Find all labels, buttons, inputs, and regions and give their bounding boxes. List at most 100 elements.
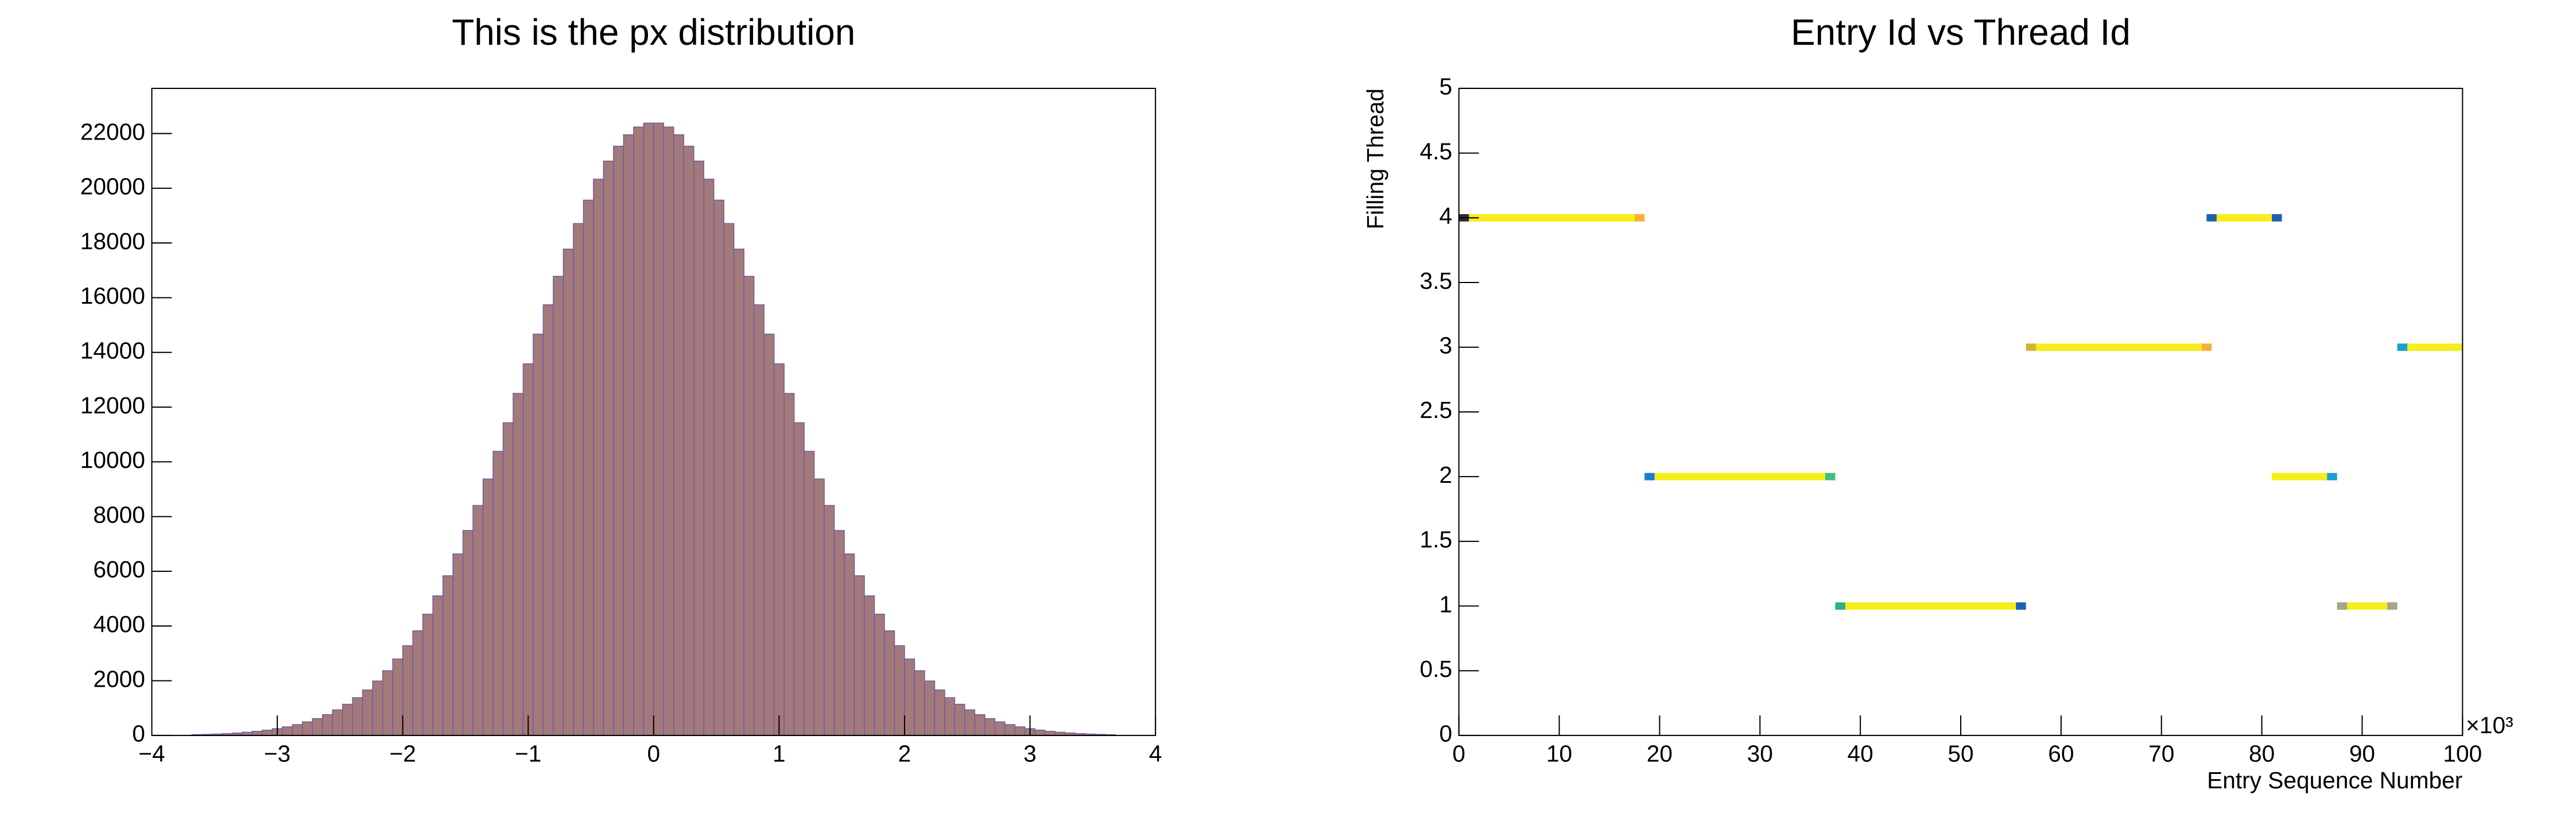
segment-end <box>1634 214 1645 222</box>
histogram-bar <box>864 595 875 736</box>
histogram-bar <box>904 658 915 736</box>
histogram-bar <box>442 575 453 736</box>
histogram-bar <box>362 689 373 736</box>
thread-segment <box>2272 473 2337 481</box>
histogram-bar <box>874 613 885 736</box>
histogram-bar <box>994 721 1006 736</box>
y-tick-label: 2000 <box>93 665 145 692</box>
y-tick-label: 1.5 <box>1420 526 1453 553</box>
x-tick-label: 1 <box>773 741 786 767</box>
thread-segment <box>2337 602 2397 610</box>
histogram-bar <box>312 718 323 736</box>
histogram-bar <box>643 122 654 736</box>
x-tick-label: 40 <box>1848 741 1873 767</box>
segment-start <box>1644 473 1655 481</box>
segment-end <box>2272 214 2282 222</box>
histogram-bar <box>833 530 845 736</box>
histogram-bar <box>844 553 855 736</box>
histogram-bar <box>352 697 363 736</box>
histogram-bar <box>573 223 584 736</box>
histogram-bar <box>412 630 424 736</box>
histogram-bar <box>703 179 715 736</box>
y-tick-label: 0 <box>132 721 145 747</box>
histogram-bar <box>753 304 765 736</box>
histogram-bar <box>522 363 534 736</box>
x-tick-label: −2 <box>389 741 416 767</box>
histogram-bar <box>583 199 594 736</box>
segment-end <box>2016 602 2026 610</box>
histogram-bar <box>432 595 444 736</box>
segment-start <box>2272 473 2282 481</box>
histogram-bar <box>924 680 936 736</box>
histogram-bar <box>502 422 514 736</box>
y-tick-label: 18000 <box>80 228 145 254</box>
histogram-bar <box>513 393 524 736</box>
histogram-bar <box>1034 729 1046 736</box>
histogram-bar <box>743 276 755 736</box>
chart-title: Entry Id vs Thread Id <box>1791 11 2131 53</box>
x-tick-label: 100 <box>2443 741 2482 767</box>
x-tick-label: 0 <box>1452 741 1465 767</box>
y-tick-label: 2 <box>1439 462 1452 488</box>
y-tick-label: 22000 <box>80 118 145 145</box>
histogram-bar <box>894 645 905 736</box>
histogram-bar <box>553 276 564 736</box>
histogram-bar <box>482 478 494 736</box>
histogram-bar <box>773 363 785 736</box>
histogram-bar <box>462 530 474 736</box>
x-tick-label: −1 <box>515 741 541 767</box>
segment-start <box>2397 343 2408 351</box>
histogram-bar <box>392 658 404 736</box>
segment-end <box>2327 473 2337 481</box>
histogram-bar <box>562 249 574 736</box>
histogram-bar <box>1014 726 1026 736</box>
thread-segment <box>1458 214 1645 222</box>
histogram-bar <box>402 645 413 736</box>
thread-segment <box>2026 343 2212 351</box>
histogram-bar <box>332 709 343 736</box>
x-tick-label: −4 <box>138 741 165 767</box>
x-axis-title: Entry Sequence Number <box>2207 767 2462 793</box>
histogram-bar <box>342 703 353 736</box>
x-tick-label: 70 <box>2148 741 2174 767</box>
histogram-bar <box>914 670 925 736</box>
x-tick-label: 0 <box>647 741 660 767</box>
segment-end <box>1825 473 1836 481</box>
segment-end <box>2452 343 2463 351</box>
y-tick-label: 4000 <box>93 611 145 637</box>
histogram-bar <box>653 122 665 736</box>
histogram-bar <box>282 726 293 736</box>
histogram-bar <box>1045 730 1056 736</box>
histogram-bar <box>422 613 433 736</box>
y-tick-label: 20000 <box>80 173 145 200</box>
y-tick-label: 4.5 <box>1420 138 1453 164</box>
histogram-bar <box>251 730 263 736</box>
y-tick-label: 4 <box>1439 203 1452 229</box>
segment-start <box>1835 602 1845 610</box>
histogram-bar <box>302 721 313 736</box>
histogram-bar <box>793 422 805 736</box>
x-tick-label: 80 <box>2249 741 2275 767</box>
x-tick-label: 3 <box>1023 741 1037 767</box>
histogram-bar <box>322 714 333 736</box>
y-axis-title: Filling Thread <box>1362 88 1388 230</box>
thread-segment <box>1835 602 2026 610</box>
y-tick-label: 6000 <box>93 556 145 583</box>
histogram-bar <box>783 393 795 736</box>
histogram-bar <box>663 126 674 736</box>
segment-start <box>2206 214 2217 222</box>
histogram-bar <box>824 505 835 736</box>
chart-title: This is the px distribution <box>452 11 855 53</box>
x-tick-label: 60 <box>2048 741 2074 767</box>
histogram-bar <box>804 451 815 736</box>
y-tick-label: 0.5 <box>1420 656 1453 682</box>
segment-start <box>2026 343 2036 351</box>
histogram-bar <box>472 505 484 736</box>
histogram-bar <box>603 160 614 736</box>
histogram-bar <box>954 703 965 736</box>
x-tick-label: 90 <box>2349 741 2375 767</box>
histogram-bar <box>292 724 303 736</box>
histogram-bar <box>382 670 393 736</box>
